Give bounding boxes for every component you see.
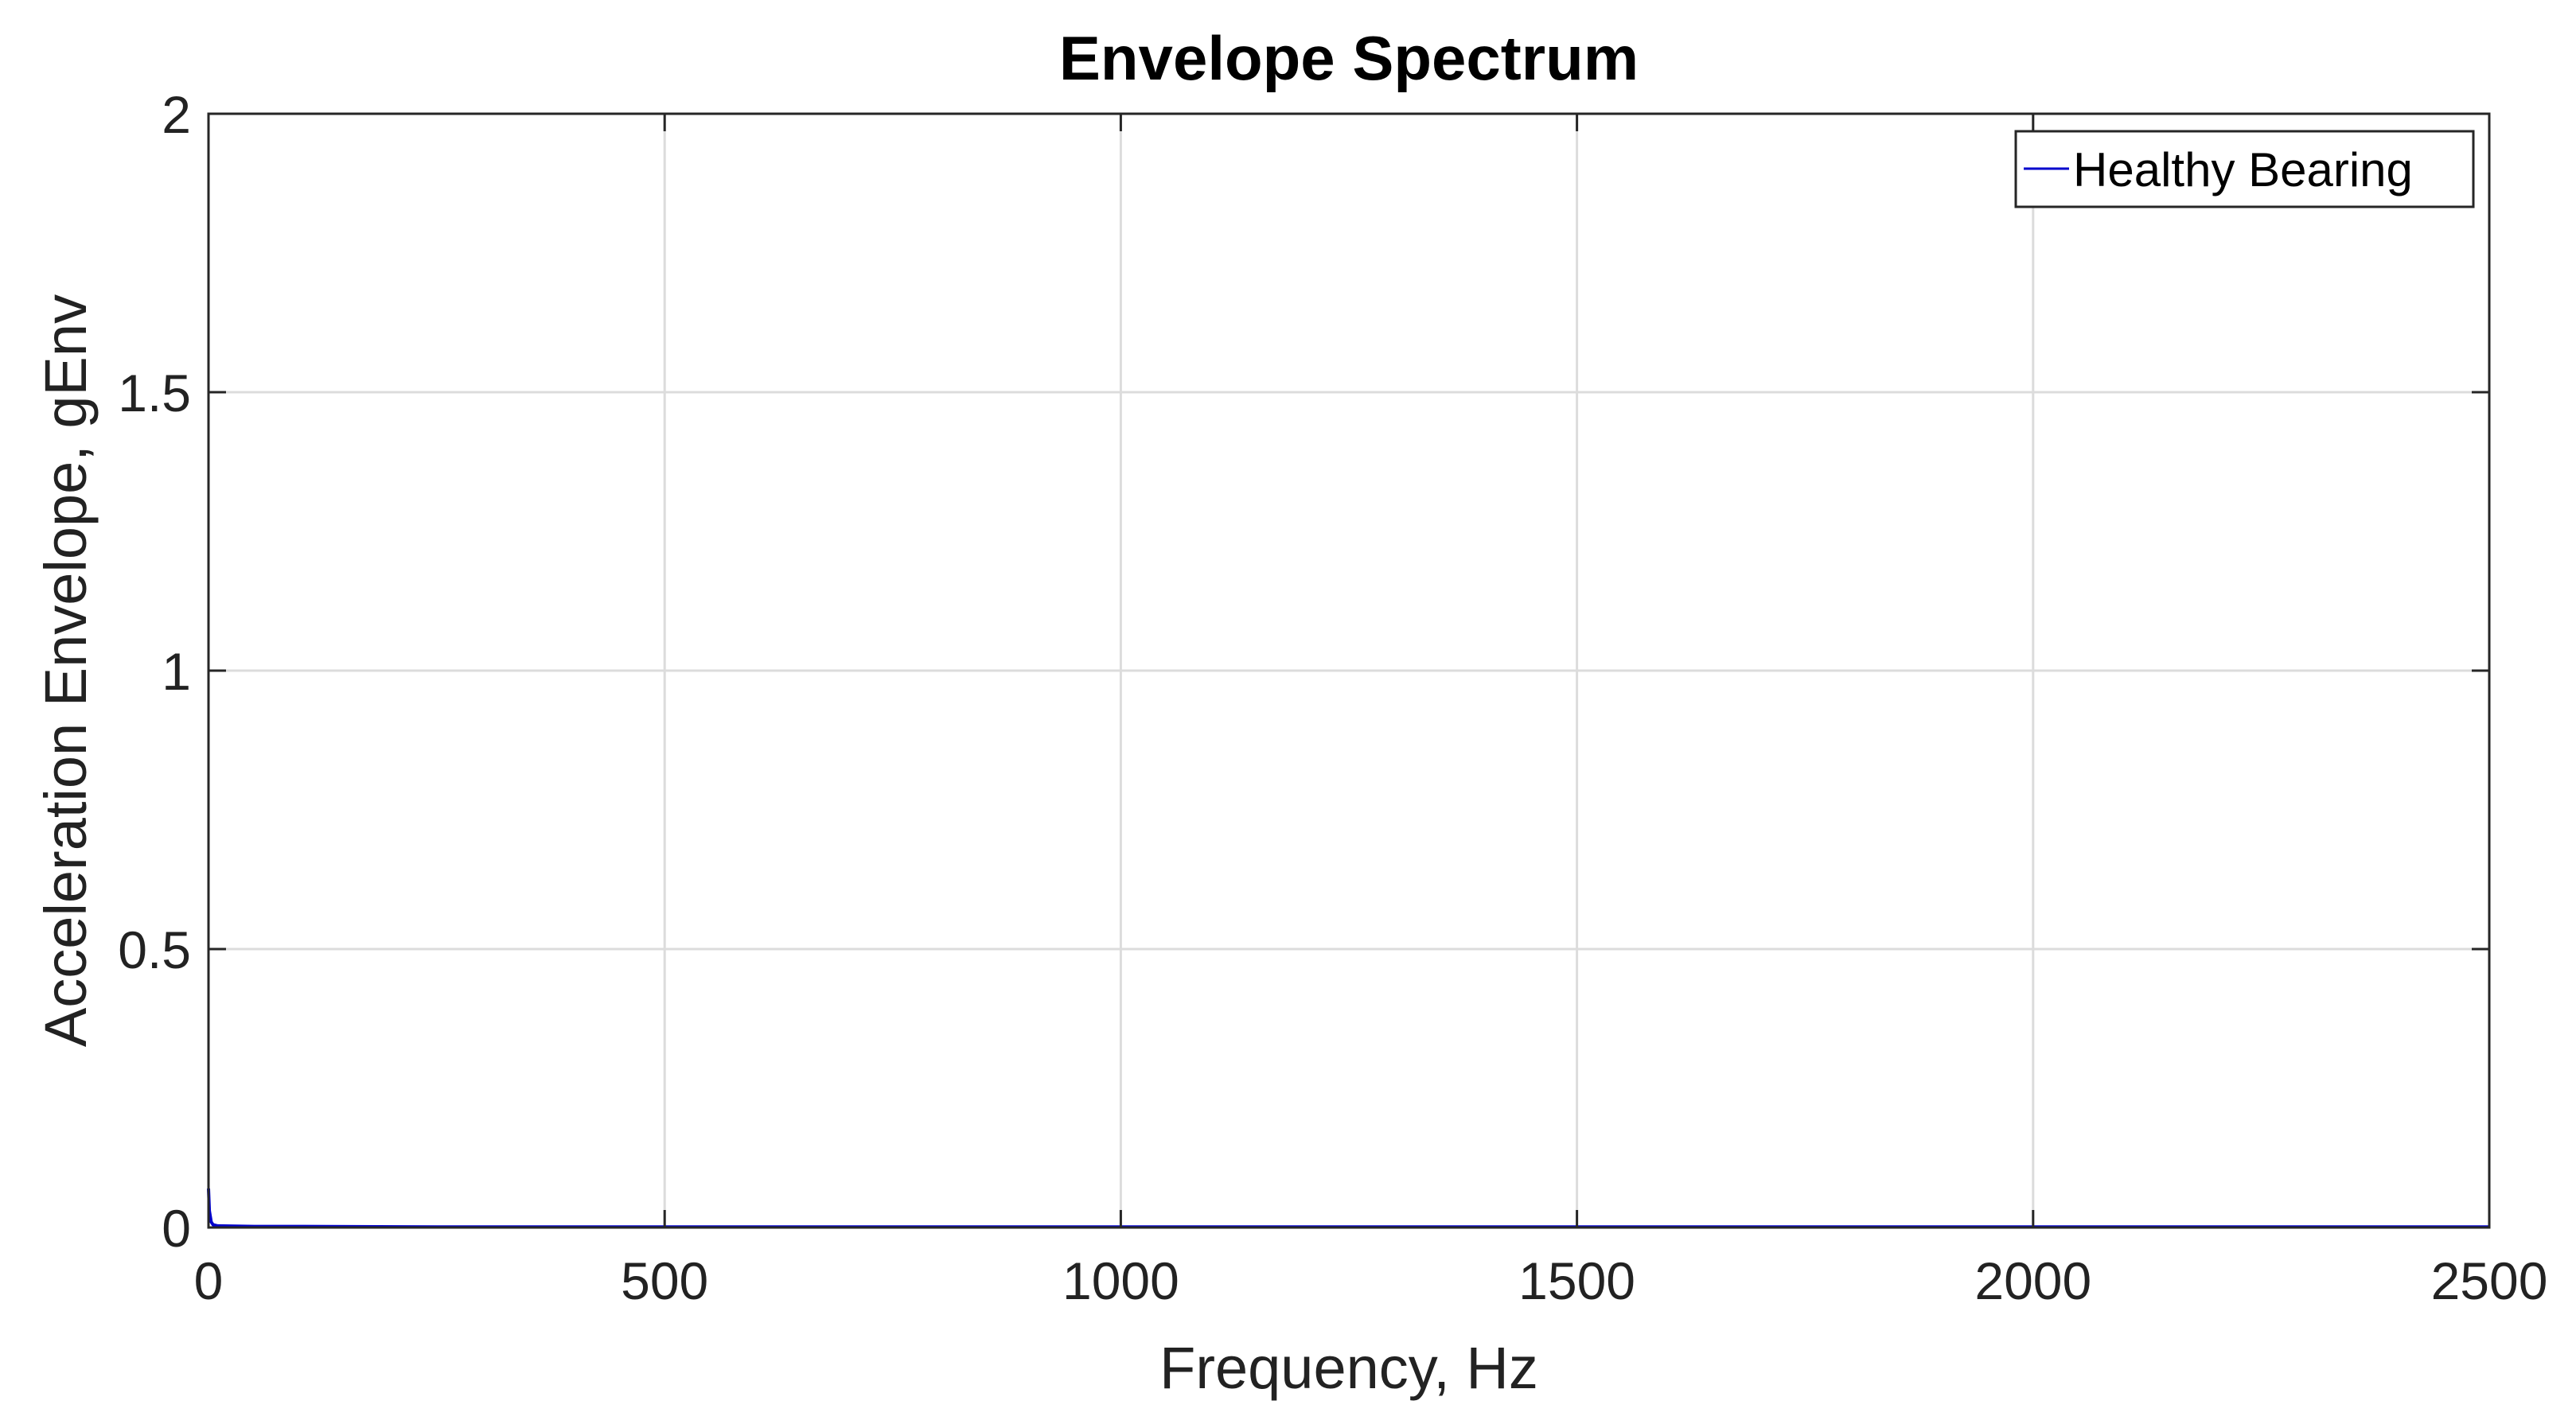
y-tick-label: 0.5 xyxy=(118,920,191,979)
y-tick-labels: 0 0.5 1 1.5 2 xyxy=(118,85,191,1258)
plot-area-frame xyxy=(207,112,2491,1229)
chart-title: Envelope Spectrum xyxy=(1059,23,1639,93)
x-tick-label: 500 xyxy=(621,1251,708,1310)
legend-label-healthy-bearing: Healthy Bearing xyxy=(2073,143,2413,196)
x-axis-label: Frequency, Hz xyxy=(1159,1335,1538,1401)
x-tick-label: 1500 xyxy=(1518,1251,1635,1310)
x-tick-label: 1000 xyxy=(1062,1251,1179,1310)
y-tick-label: 0 xyxy=(162,1199,191,1258)
x-tick-label: 2000 xyxy=(1974,1251,2091,1310)
x-tick-labels: 0 500 1000 1500 2000 2500 xyxy=(194,1251,2548,1310)
legend: Healthy Bearing xyxy=(2014,130,2475,208)
legend-box xyxy=(2014,130,2475,208)
y-tick-label: 1 xyxy=(162,642,191,701)
y-tick-label: 2 xyxy=(162,85,191,144)
x-tick-label: 2500 xyxy=(2431,1251,2548,1310)
y-axis-label: Acceleration Envelope, gEnv xyxy=(33,294,99,1047)
x-tick-label: 0 xyxy=(194,1251,224,1310)
y-tick-label: 1.5 xyxy=(118,364,191,422)
